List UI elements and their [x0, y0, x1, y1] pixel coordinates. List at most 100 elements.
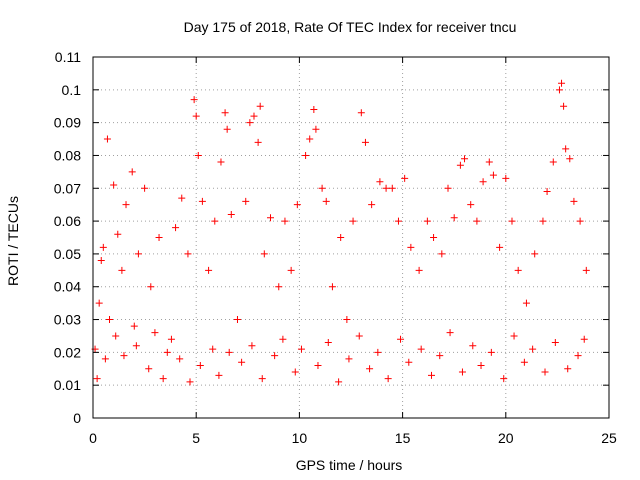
data-point: [101, 355, 109, 363]
data-point: [405, 358, 413, 366]
data-point: [293, 201, 301, 209]
data-point: [335, 378, 343, 386]
data-point: [489, 171, 497, 179]
data-point: [541, 368, 549, 376]
data-point: [130, 322, 138, 330]
data-point: [106, 316, 114, 324]
data-point: [539, 217, 547, 225]
data-point: [306, 135, 314, 143]
data-point: [461, 155, 469, 163]
data-point: [93, 375, 101, 383]
data-point: [172, 224, 180, 232]
y-axis-ticks: 0 0.01 0.02 0.03 0.04 0.05 0.06 0.07 0.08 0.09 0.1…: [54, 49, 609, 426]
data-point: [291, 368, 299, 376]
data-point: [167, 335, 175, 343]
data-point: [423, 217, 431, 225]
data-point: [114, 230, 122, 238]
data-point: [355, 332, 363, 340]
data-point: [271, 352, 279, 360]
data-point: [238, 358, 246, 366]
data-point: [477, 361, 485, 369]
data-point: [427, 371, 435, 379]
data-point: [337, 234, 345, 241]
data-point: [407, 243, 415, 251]
chart-title: Day 175 of 2018, Rate Of TEC Index for r…: [184, 19, 517, 35]
data-point: [314, 361, 322, 369]
y-tick-label: 0.11: [55, 49, 81, 65]
data-point: [510, 332, 518, 340]
data-point: [444, 184, 452, 192]
data-points: [91, 79, 590, 386]
data-point: [502, 174, 510, 182]
data-point: [227, 211, 235, 219]
data-point: [151, 329, 159, 337]
data-point: [361, 138, 369, 146]
y-tick-label: 0.1: [62, 82, 82, 98]
data-point: [233, 316, 241, 324]
data-point: [560, 102, 568, 110]
y-tick-label: 0.04: [54, 279, 81, 295]
data-point: [248, 342, 256, 350]
data-point: [159, 375, 167, 383]
y-axis-label: ROTI / TECUs: [5, 196, 21, 286]
data-point: [246, 119, 254, 127]
plot-frame: [92, 56, 610, 419]
data-point: [436, 352, 444, 360]
data-point: [281, 217, 289, 225]
data-point: [570, 197, 578, 205]
data-point: [275, 283, 283, 291]
data-point: [500, 375, 508, 383]
data-point: [446, 329, 454, 337]
data-point: [242, 197, 250, 205]
data-point: [388, 184, 396, 192]
data-point: [147, 283, 155, 291]
data-point: [456, 161, 464, 169]
data-point: [401, 174, 409, 182]
data-point: [558, 79, 566, 87]
data-point: [430, 234, 438, 241]
data-point: [324, 339, 332, 347]
data-point: [279, 335, 287, 343]
data-point: [95, 299, 103, 307]
data-point: [312, 125, 320, 133]
y-tick-label: 0.09: [54, 115, 81, 131]
data-point: [514, 266, 522, 274]
data-point: [576, 217, 584, 225]
data-point: [384, 375, 392, 383]
data-point: [322, 197, 330, 205]
data-point: [345, 355, 353, 363]
x-tick-label: 15: [395, 430, 411, 446]
data-point: [190, 96, 198, 104]
data-point: [141, 184, 149, 192]
data-point: [555, 86, 563, 94]
data-point: [260, 250, 268, 258]
data-point: [205, 266, 213, 274]
data-point: [562, 145, 570, 153]
data-point: [122, 201, 130, 209]
x-tick-label: 0: [89, 430, 97, 446]
data-point: [566, 155, 574, 163]
data-point: [549, 158, 557, 166]
y-tick-label: 0.05: [54, 246, 81, 262]
data-point: [328, 283, 336, 291]
y-tick-label: 0: [73, 410, 81, 426]
data-point: [132, 342, 140, 350]
data-point: [520, 358, 528, 366]
data-point: [225, 348, 233, 356]
y-tick-label: 0.06: [54, 213, 81, 229]
data-point: [258, 375, 266, 383]
data-point: [163, 348, 171, 356]
data-point: [120, 352, 128, 360]
data-point: [496, 243, 504, 251]
x-tick-label: 20: [498, 430, 514, 446]
data-point: [551, 339, 559, 347]
data-point: [186, 378, 194, 386]
data-point: [250, 112, 258, 120]
data-point: [110, 181, 118, 189]
x-tick-label: 5: [192, 430, 200, 446]
data-point: [318, 184, 326, 192]
data-point: [349, 217, 357, 225]
data-point: [374, 348, 382, 356]
data-point: [267, 214, 275, 222]
data-point: [417, 345, 425, 353]
